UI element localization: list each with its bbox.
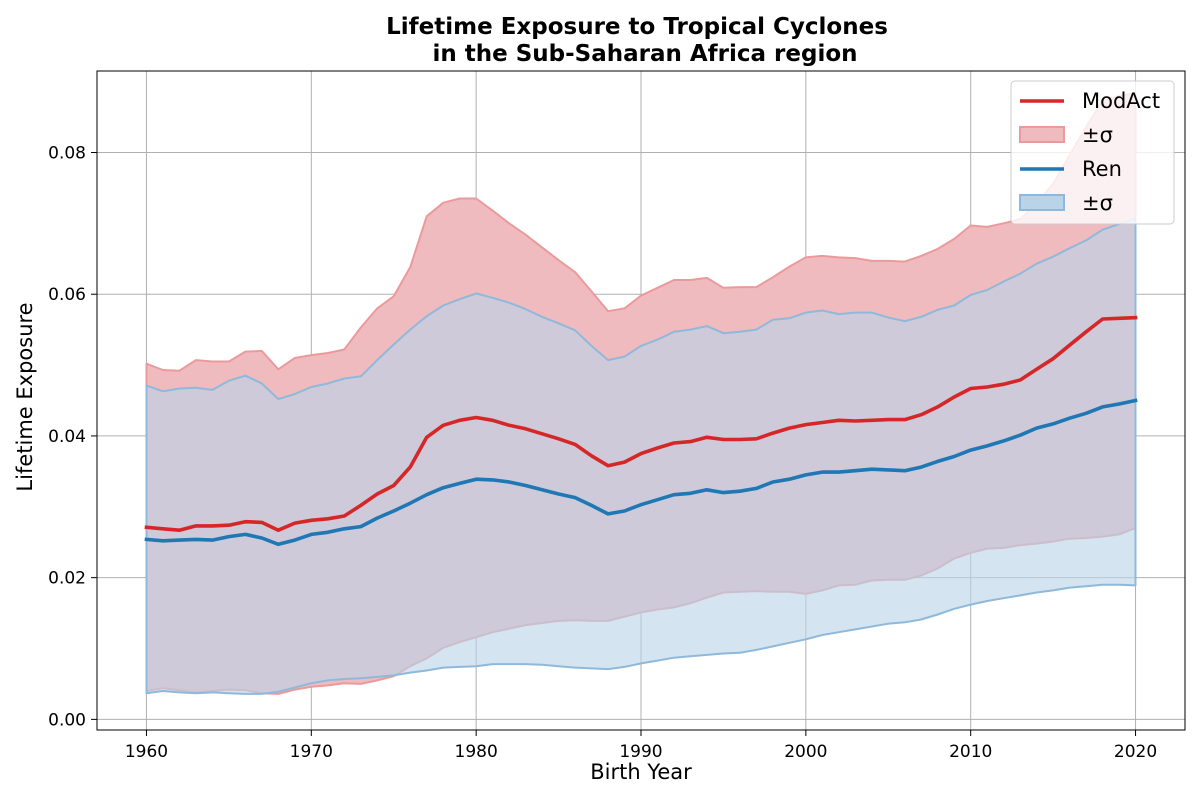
x-tick-label: 2020 (1114, 742, 1157, 762)
y-axis-ticks: 0.00 0.02 0.04 0.06 0.08 (48, 143, 97, 730)
legend-label: ModAct (1082, 89, 1160, 113)
uncertainty-bands (145, 92, 1137, 695)
y-axis-label: Lifetime Exposure (13, 302, 37, 491)
legend-box (1010, 80, 1175, 225)
x-tick-label: 2010 (949, 742, 992, 762)
x-tick-label: 1970 (290, 742, 333, 762)
y-tick-label: 0.00 (48, 710, 86, 730)
legend-band-modact (1019, 126, 1065, 143)
y-tick-label: 0.02 (48, 569, 86, 589)
modact-mean-line (144, 315, 1138, 533)
x-axis-label: Birth Year (590, 760, 692, 784)
chart-title-line-1: Lifetime Exposure to Tropical Cyclones (386, 14, 888, 40)
legend-label: ±σ (1082, 123, 1113, 147)
x-tick-label: 1990 (619, 742, 662, 762)
y-tick-label: 0.06 (48, 285, 86, 305)
y-tick-label: 0.04 (48, 427, 86, 447)
y-tick-label: 0.08 (48, 143, 86, 163)
series-lines (144, 315, 1138, 547)
ren-mean-line (144, 398, 1138, 547)
x-tick-label: 2000 (784, 742, 827, 762)
legend-band-ren (1019, 194, 1065, 211)
chart-title-line-2: in the Sub-Saharan Africa region (432, 41, 857, 67)
x-axis-ticks: 1960 1970 1980 1990 2000 2010 2020 (125, 730, 1157, 762)
legend-label: Ren (1082, 157, 1122, 181)
x-tick-label: 1980 (455, 742, 498, 762)
legend: ModAct ±σ Ren ±σ (1010, 80, 1175, 225)
legend-label: ±σ (1082, 191, 1113, 215)
ren-sigma-band (145, 217, 1137, 695)
x-tick-label: 1960 (125, 742, 168, 762)
